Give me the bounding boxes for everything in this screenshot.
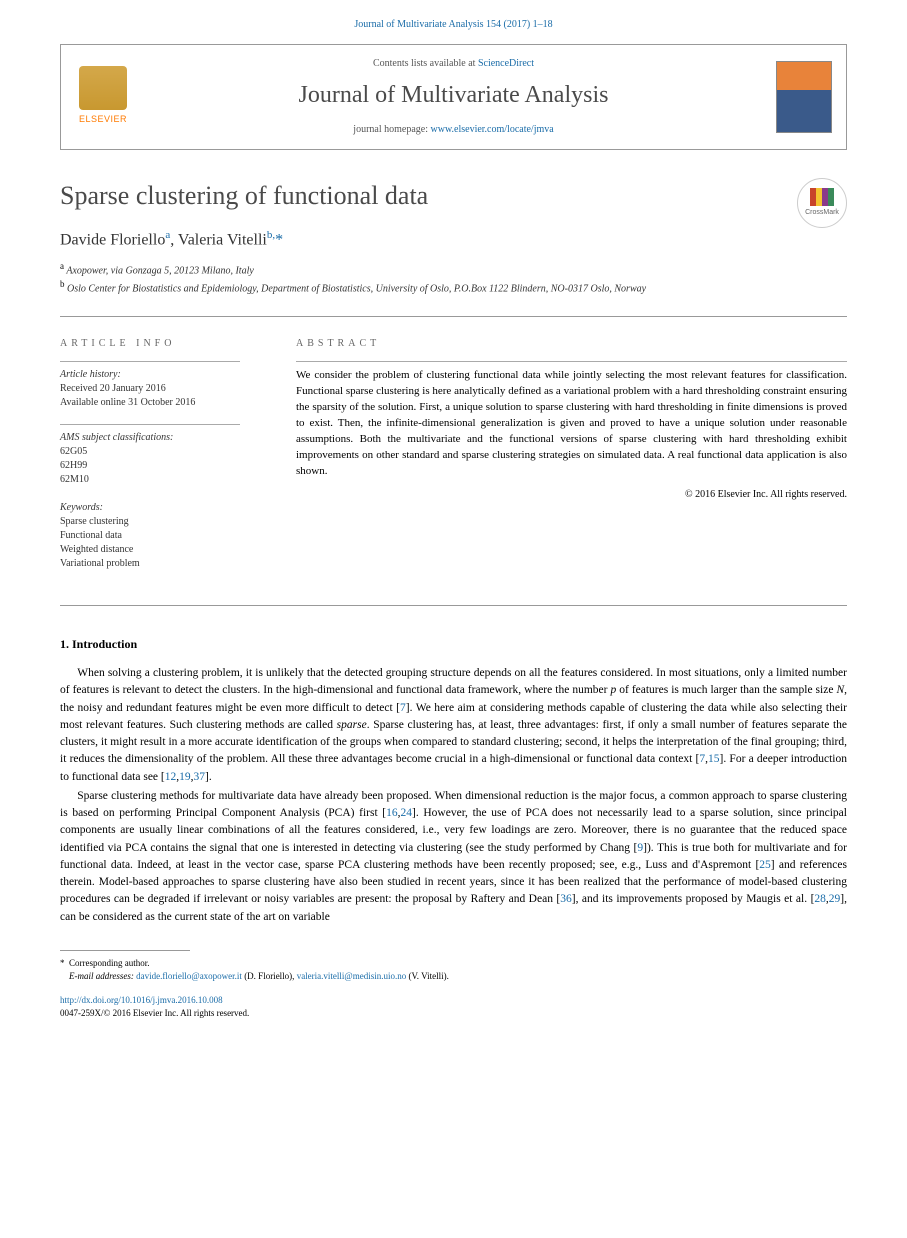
kw-1: Sparse clustering xyxy=(60,515,260,529)
email-1[interactable]: davide.floriello@axopower.it xyxy=(136,971,242,981)
footnote-block: * Corresponding author. E-mail addresses… xyxy=(60,957,847,984)
email-1-suffix: (D. Floriello), xyxy=(242,971,297,981)
ref-24[interactable]: 24 xyxy=(401,807,413,819)
citation-header: Journal of Multivariate Analysis 154 (20… xyxy=(0,0,907,44)
keywords-block: Keywords: Sparse clustering Functional d… xyxy=(60,501,260,571)
kw-4: Variational problem xyxy=(60,557,260,571)
homepage-link[interactable]: www.elsevier.com/locate/jmva xyxy=(431,124,554,135)
contents-line: Contents lists available at ScienceDirec… xyxy=(145,57,762,71)
history-label: Article history: xyxy=(60,368,260,382)
intro-para-2: Sparse clustering methods for multivaria… xyxy=(60,788,847,926)
kw-3: Weighted distance xyxy=(60,543,260,557)
journal-cover-thumb xyxy=(776,61,832,133)
ref-25[interactable]: 25 xyxy=(759,859,771,871)
sciencedirect-link[interactable]: ScienceDirect xyxy=(478,58,534,69)
aff-b-text: Oslo Center for Biostatistics and Epidem… xyxy=(65,283,647,294)
history-received: Received 20 January 2016 xyxy=(60,382,260,396)
divider-top xyxy=(60,316,847,317)
aff-a-text: Axopower, via Gonzaga 5, 20123 Milano, I… xyxy=(64,265,254,276)
intro-para-1: When solving a clustering problem, it is… xyxy=(60,665,847,786)
corr-asterisk: * xyxy=(275,231,283,248)
paper-title: Sparse clustering of functional data xyxy=(60,178,428,214)
affiliation-b: b Oslo Center for Biostatistics and Epid… xyxy=(60,278,847,296)
contents-prefix: Contents lists available at xyxy=(373,58,478,69)
authors-line: Davide Florielloa, Valeria Vitellib,* xyxy=(60,228,847,252)
affiliation-a: a Axopower, via Gonzaga 5, 20123 Milano,… xyxy=(60,260,847,278)
email-label: E-mail addresses: xyxy=(69,971,136,981)
history-block: Article history: Received 20 January 201… xyxy=(60,368,260,410)
title-row: Sparse clustering of functional data Cro… xyxy=(60,178,847,228)
ref-36[interactable]: 36 xyxy=(560,893,572,905)
ams-label: AMS subject classifications: xyxy=(60,431,260,445)
elsevier-label: ELSEVIER xyxy=(79,113,127,126)
crossmark-icon xyxy=(810,188,834,206)
affiliations: a Axopower, via Gonzaga 5, 20123 Milano,… xyxy=(60,260,847,297)
ref-29[interactable]: 29 xyxy=(829,893,841,905)
article-info-col: ARTICLE INFO Article history: Received 2… xyxy=(60,337,260,585)
p1-g: ]. xyxy=(205,771,212,783)
footnote-separator xyxy=(60,950,190,951)
crossmark-badge[interactable]: CrossMark xyxy=(797,178,847,228)
doi-block: http://dx.doi.org/10.1016/j.jmva.2016.10… xyxy=(60,994,847,1019)
info-hr-2 xyxy=(60,424,240,425)
intro-heading: 1. Introduction xyxy=(60,636,847,653)
corr-label: Corresponding author. xyxy=(69,958,150,968)
homepage-line: journal homepage: www.elsevier.com/locat… xyxy=(145,123,762,137)
email-line: E-mail addresses: davide.floriello@axopo… xyxy=(60,970,847,984)
main-content: Sparse clustering of functional data Cro… xyxy=(0,150,907,1060)
author-2-sup: b, xyxy=(267,229,275,241)
corr-author-line: * Corresponding author. xyxy=(60,957,847,971)
doi-link[interactable]: http://dx.doi.org/10.1016/j.jmva.2016.10… xyxy=(60,995,223,1005)
ref-19[interactable]: 19 xyxy=(179,771,191,783)
issn-line: 0047-259X/© 2016 Elsevier Inc. All right… xyxy=(60,1007,847,1020)
author-1: Davide Floriello xyxy=(60,231,165,248)
abstract-hr xyxy=(296,361,847,362)
author-2: Valeria Vitelli xyxy=(178,231,267,248)
keywords-label: Keywords: xyxy=(60,501,260,515)
abstract-label: ABSTRACT xyxy=(296,337,847,351)
ams-1: 62G05 xyxy=(60,445,260,459)
header-center: Contents lists available at ScienceDirec… xyxy=(145,57,762,137)
ref-7b[interactable]: 7 xyxy=(699,753,705,765)
p2-e: ], and its improvements proposed by Maug… xyxy=(572,893,815,905)
kw-2: Functional data xyxy=(60,529,260,543)
abstract-text: We consider the problem of clustering fu… xyxy=(296,368,847,480)
info-hr-1 xyxy=(60,361,240,362)
ref-28[interactable]: 28 xyxy=(814,893,826,905)
crossmark-label: CrossMark xyxy=(805,208,839,218)
divider-bottom xyxy=(60,605,847,606)
elsevier-logo: ELSEVIER xyxy=(75,66,131,128)
author-1-sup: a xyxy=(165,229,170,241)
p1-b: of features is much larger than the samp… xyxy=(616,684,836,696)
journal-header-box: ELSEVIER Contents lists available at Sci… xyxy=(60,44,847,150)
copyright-line: © 2016 Elsevier Inc. All rights reserved… xyxy=(296,488,847,502)
abstract-col: ABSTRACT We consider the problem of clus… xyxy=(296,337,847,585)
history-online: Available online 31 October 2016 xyxy=(60,396,260,410)
article-info-label: ARTICLE INFO xyxy=(60,337,260,351)
ref-15[interactable]: 15 xyxy=(708,753,720,765)
math-n: N xyxy=(836,684,844,696)
ref-37[interactable]: 37 xyxy=(194,771,206,783)
ams-2: 62H99 xyxy=(60,459,260,473)
email-2[interactable]: valeria.vitelli@medisin.uio.no xyxy=(297,971,407,981)
ref-16[interactable]: 16 xyxy=(386,807,398,819)
email-2-suffix: (V. Vitelli). xyxy=(406,971,449,981)
ams-3: 62M10 xyxy=(60,473,260,487)
corr-asterisk-foot: * xyxy=(60,958,65,968)
ref-12[interactable]: 12 xyxy=(165,771,177,783)
journal-name: Journal of Multivariate Analysis xyxy=(145,79,762,113)
homepage-prefix: journal homepage: xyxy=(353,124,430,135)
elsevier-tree-icon xyxy=(79,66,127,110)
ams-block: AMS subject classifications: 62G05 62H99… xyxy=(60,431,260,487)
sparse-em: sparse xyxy=(337,719,367,731)
info-abstract-row: ARTICLE INFO Article history: Received 2… xyxy=(60,337,847,585)
